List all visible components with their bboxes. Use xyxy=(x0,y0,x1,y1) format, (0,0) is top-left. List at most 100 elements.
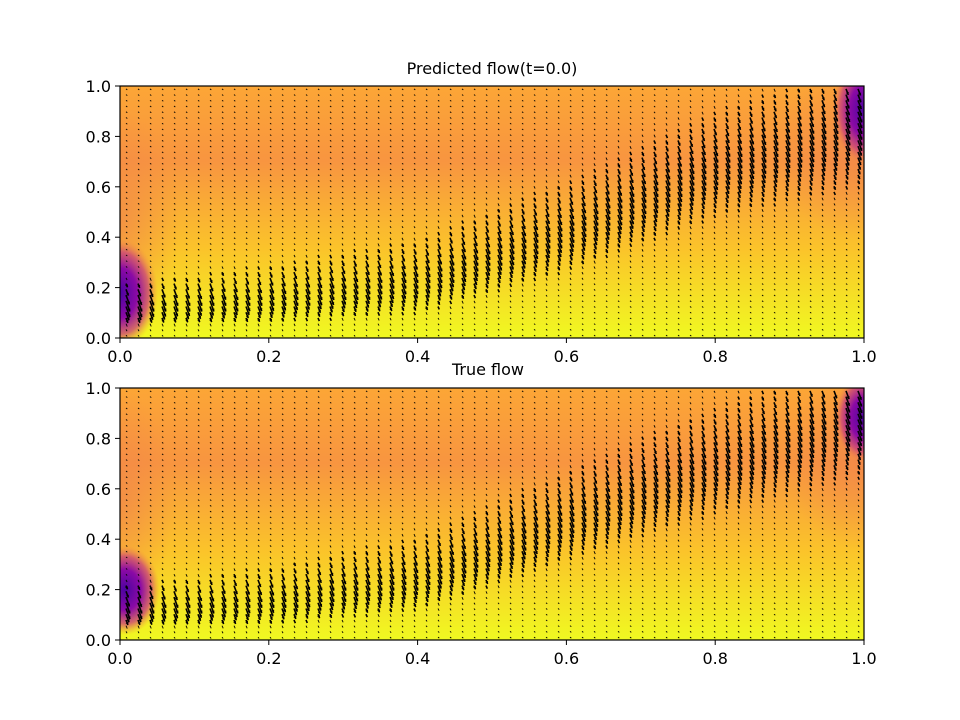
quiver-arrowhead xyxy=(306,310,310,314)
quiver-arrow xyxy=(137,436,140,439)
quiver-arrow xyxy=(521,289,524,292)
quiver-arrow xyxy=(341,140,344,142)
quiver-arrow xyxy=(653,294,656,297)
quiver-arrow xyxy=(197,493,200,496)
quiver-arrowhead xyxy=(619,205,623,209)
quiver-arrow xyxy=(665,317,668,320)
quiver-arrow xyxy=(221,562,224,565)
quiver-arrow xyxy=(281,636,284,639)
quiver-arrow xyxy=(137,140,140,142)
quiver-arrowhead xyxy=(785,193,789,197)
quiver-arrow xyxy=(125,636,128,639)
quiver-arrow xyxy=(653,140,657,145)
quiver-arrowhead xyxy=(294,612,298,616)
quiver-arrow xyxy=(725,294,728,297)
quiver-arrow xyxy=(353,493,356,496)
quiver-arrowhead xyxy=(427,586,431,590)
quiver-arrow xyxy=(185,625,188,629)
quiver-arrowhead xyxy=(557,193,561,197)
quiver-arrow xyxy=(581,317,584,320)
quiver-arrowhead xyxy=(137,319,141,323)
quiver-arrow xyxy=(449,329,452,331)
quiver-arrow xyxy=(317,117,320,119)
quiver-arrowhead xyxy=(318,309,321,313)
quiver-arrow xyxy=(365,226,368,228)
quiver-arrowhead xyxy=(318,306,322,310)
quiver-arrowhead xyxy=(402,258,406,262)
quiver-arrow xyxy=(173,271,176,275)
quiver-arrowhead xyxy=(343,581,347,585)
quiver-arrow xyxy=(413,614,416,617)
quiver-arrow xyxy=(473,111,476,114)
quiver-arrow xyxy=(653,317,656,320)
quiver-arrow xyxy=(317,476,320,479)
quiver-arrow xyxy=(269,430,272,433)
quiver-arrow xyxy=(437,145,440,148)
quiver-arrow xyxy=(617,306,620,308)
quiver-arrow xyxy=(353,470,356,473)
quiver-arrow xyxy=(233,162,236,165)
quiver-arrow xyxy=(593,122,596,125)
quiver-arrow xyxy=(149,487,152,490)
quiver-arrow xyxy=(689,226,692,230)
quiver-arrow xyxy=(509,294,512,298)
quiver-arrow xyxy=(365,631,368,634)
quiver-arrow xyxy=(737,226,740,229)
quiver-arrowhead xyxy=(787,165,791,169)
quiver-arrow xyxy=(449,128,452,131)
quiver-arrow xyxy=(725,288,728,291)
quiver-arrow xyxy=(785,266,788,268)
quiver-arrowhead xyxy=(762,184,766,188)
quiver-arrowhead xyxy=(545,272,548,276)
quiver-arrow xyxy=(809,208,812,212)
quiver-arrow xyxy=(833,191,837,196)
quiver-arrow xyxy=(293,334,296,337)
quiver-arrow xyxy=(317,407,320,410)
quiver-arrow xyxy=(785,214,788,218)
quiver-arrow xyxy=(365,99,368,102)
quiver-arrow xyxy=(161,214,164,217)
quiver-arrowhead xyxy=(222,617,225,621)
quiver-arrowhead xyxy=(559,222,563,225)
quiver-arrow xyxy=(425,220,428,223)
quiver-arrow xyxy=(401,476,404,479)
quiver-arrowhead xyxy=(271,609,275,613)
quiver-arrowhead xyxy=(809,90,813,94)
quiver-arrow xyxy=(257,470,260,473)
quiver-arrow xyxy=(305,168,308,171)
quiver-arrowhead xyxy=(787,169,791,173)
quiver-arrow xyxy=(461,306,464,309)
quiver-arrow xyxy=(605,88,608,91)
quiver-arrow xyxy=(749,260,752,263)
quiver-arrow xyxy=(617,105,620,108)
quiver-arrowhead xyxy=(450,288,454,292)
quiver-arrowhead xyxy=(174,597,178,601)
quiver-arrow xyxy=(749,220,752,223)
quiver-arrow xyxy=(257,162,260,165)
quiver-arrow xyxy=(221,522,224,524)
quiver-arrow xyxy=(341,168,344,171)
quiver-arrow xyxy=(821,226,824,228)
quiver-arrow xyxy=(317,94,320,96)
quiver-arrow xyxy=(329,510,332,513)
quiver-arrow xyxy=(857,294,860,297)
quiver-arrow xyxy=(293,180,296,182)
quiver-arrowhead xyxy=(810,110,814,114)
quiver-arrowhead xyxy=(509,210,513,214)
quiver-arrowhead xyxy=(701,210,705,214)
quiver-arrow xyxy=(425,197,428,200)
quiver-arrowhead xyxy=(259,599,263,603)
quiver-arrow xyxy=(173,545,176,547)
quiver-arrow xyxy=(281,419,284,421)
quiver-arrow xyxy=(497,128,500,131)
quiver-arrow xyxy=(209,203,212,205)
quiver-arrow xyxy=(377,510,380,513)
quiver-arrow xyxy=(389,174,392,177)
quiver-arrow xyxy=(209,430,212,433)
quiver-arrow xyxy=(389,157,392,159)
quiver-arrow xyxy=(245,556,248,559)
quiver-arrow xyxy=(185,243,188,245)
quiver-arrowhead xyxy=(233,575,237,579)
quiver-arrow xyxy=(749,214,752,218)
quiver-arrow xyxy=(437,105,440,108)
